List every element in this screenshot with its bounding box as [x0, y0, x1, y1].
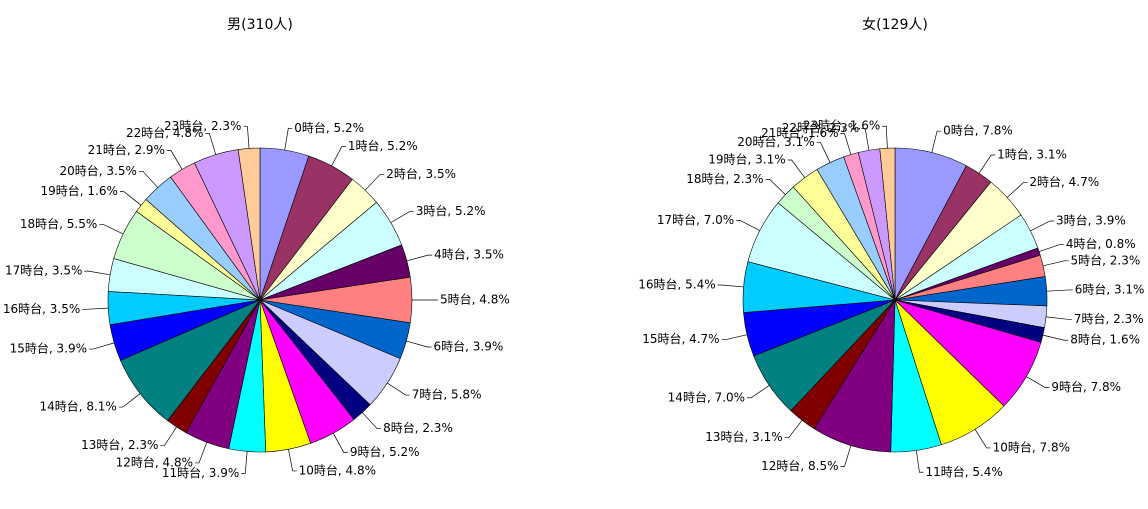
leader-line	[138, 170, 158, 188]
leader-line	[787, 159, 806, 178]
leader-line	[1042, 334, 1069, 341]
data-label: 22時台, 2.3%	[782, 120, 859, 135]
leader-line	[84, 270, 111, 276]
leader-line	[736, 220, 760, 231]
leader-line	[331, 146, 346, 167]
leader-line	[717, 284, 744, 288]
pie-slice	[879, 147, 896, 301]
leader-line	[118, 393, 141, 408]
chart-title: 男(310人)	[227, 17, 293, 33]
data-label: 6時台, 3.9%	[434, 338, 504, 353]
data-label: 10時台, 7.8%	[993, 439, 1070, 454]
leader-line	[916, 450, 924, 473]
leader-line	[1043, 260, 1069, 267]
leader-line	[332, 433, 348, 453]
data-label: 20時台, 3.5%	[60, 163, 137, 178]
data-label: 19時台, 1.6%	[40, 183, 117, 198]
data-label: 9時台, 5.2%	[350, 444, 420, 459]
leader-line	[99, 224, 124, 235]
leader-line	[205, 133, 217, 155]
data-label: 1時台, 5.2%	[348, 138, 418, 153]
data-label: 22時台, 4.8%	[126, 125, 203, 140]
data-label: 0時台, 5.2%	[294, 120, 364, 135]
leader-line	[241, 451, 248, 474]
leader-line	[861, 128, 870, 151]
leader-line	[284, 127, 293, 151]
data-label: 11時台, 5.4%	[925, 464, 1002, 479]
leader-line	[1038, 244, 1064, 252]
data-label: 16時台, 5.4%	[638, 277, 715, 292]
data-label: 1時台, 3.1%	[997, 147, 1067, 162]
data-label: 18時台, 2.3%	[686, 171, 763, 186]
data-label: 21時台, 1.6%	[761, 125, 838, 140]
data-label: 15時台, 4.7%	[642, 331, 719, 346]
data-label: 7時台, 2.3%	[1074, 311, 1144, 326]
data-label: 13時台, 2.3%	[81, 437, 158, 452]
leader-line	[119, 191, 142, 206]
data-label: 5時台, 4.8%	[440, 292, 510, 307]
data-label: 23時台, 2.3%	[164, 118, 241, 133]
leader-line	[882, 125, 888, 149]
data-label: 8時台, 1.6%	[1070, 332, 1140, 347]
data-label: 13時台, 3.1%	[705, 429, 782, 444]
leader-line	[1006, 182, 1028, 198]
data-label: 12時台, 4.8%	[116, 454, 193, 469]
data-label: 3時台, 3.9%	[1056, 212, 1126, 227]
leader-line	[840, 445, 852, 467]
leader-line	[243, 126, 250, 149]
leader-line	[406, 254, 433, 262]
data-label: 17時台, 3.5%	[5, 263, 82, 278]
data-label: 20時台, 3.1%	[737, 134, 814, 149]
data-label: 14時台, 7.0%	[668, 389, 745, 404]
leader-line	[288, 449, 297, 472]
leader-line	[1026, 376, 1050, 388]
data-label: 10時台, 4.8%	[299, 462, 376, 477]
leader-line	[931, 130, 942, 153]
leader-line	[840, 133, 852, 155]
leader-line	[195, 442, 208, 464]
data-label: 17時台, 7.0%	[657, 212, 734, 227]
leader-line	[364, 173, 385, 191]
leader-line	[784, 420, 803, 439]
leader-line	[816, 142, 831, 163]
leader-line	[362, 412, 382, 430]
data-label: 2時台, 4.7%	[1029, 174, 1099, 189]
leader-line	[160, 426, 177, 446]
data-label: 21時台, 2.9%	[88, 142, 165, 157]
leader-line	[747, 385, 770, 399]
data-label: 23時台, 1.6%	[803, 118, 880, 133]
leader-line	[1030, 220, 1055, 232]
leader-line	[387, 382, 410, 396]
data-label: 0時台, 7.8%	[943, 123, 1013, 138]
leader-line	[89, 342, 115, 350]
leader-line	[1046, 289, 1073, 292]
leader-line	[390, 211, 414, 223]
chart-title: 女(129人)	[862, 16, 928, 33]
leader-line	[82, 307, 109, 310]
data-label: 14時台, 8.1%	[39, 399, 116, 414]
data-label: 6時台, 3.1%	[1075, 281, 1145, 296]
leader-line	[765, 179, 786, 195]
data-label: 4時台, 3.5%	[434, 247, 504, 262]
data-label: 12時台, 8.5%	[761, 458, 838, 473]
data-label: 19時台, 3.1%	[708, 152, 785, 167]
leader-line	[721, 334, 748, 341]
data-label: 4時台, 0.8%	[1066, 236, 1136, 251]
data-label: 5時台, 2.3%	[1071, 252, 1141, 267]
data-label: 11時台, 3.9%	[162, 465, 239, 480]
data-label: 18時台, 5.5%	[20, 216, 97, 231]
leader-line	[974, 429, 991, 449]
leader-line	[166, 150, 183, 170]
leader-line	[406, 340, 432, 348]
leader-line	[978, 154, 996, 174]
leader-line	[1046, 316, 1072, 320]
data-label: 8時台, 2.3%	[383, 420, 453, 435]
data-label: 2時台, 3.5%	[386, 166, 456, 181]
data-label: 15時台, 3.9%	[10, 341, 87, 356]
data-label: 3時台, 5.2%	[416, 203, 486, 218]
data-label: 7時台, 5.8%	[412, 387, 482, 402]
data-label: 9時台, 7.8%	[1051, 379, 1121, 394]
data-label: 16時台, 3.5%	[3, 301, 80, 316]
